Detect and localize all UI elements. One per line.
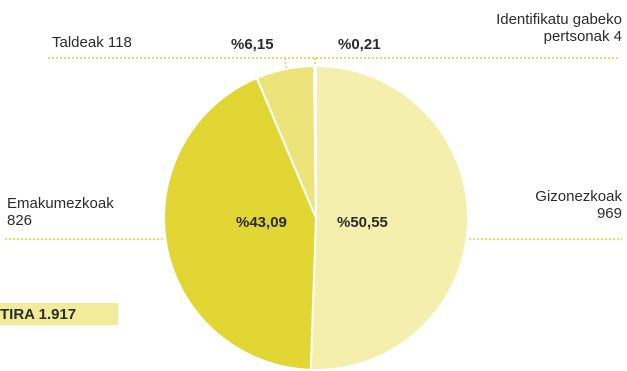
slice-gizonezkoak [309, 64, 469, 371]
label-identifikatu-line2: pertsonak 4 [543, 28, 622, 45]
label-identifikatu-gabeko: Identifikatu gabeko pertsonak 4 [496, 11, 622, 45]
label-emakumezkoak: Emakumezkoak 826 [7, 195, 114, 229]
total-label: TIRA 1.917 [0, 306, 77, 323]
slice-identifikatu-gabeko [312, 64, 317, 219]
percent-identifikatu: %0,21 [338, 36, 381, 53]
pie-slices [163, 64, 469, 371]
percent-emakumezkoak: %43,09 [236, 214, 287, 231]
total-box [0, 303, 118, 325]
percent-gizonezkoak: %50,55 [337, 214, 388, 231]
label-gizonezkoak: Gizonezkoak 969 [535, 188, 622, 222]
slice-emakumezkoak [163, 76, 318, 371]
label-taldeak: Taldeak 118 [52, 34, 132, 51]
label-emakumezkoak-count: 826 [7, 212, 33, 229]
percent-taldeak: %6,15 [231, 36, 274, 53]
label-gizonezkoak-count: 969 [596, 205, 622, 222]
label-emakumezkoak-name: Emakumezkoak [7, 195, 114, 212]
label-gizonezkoak-name: Gizonezkoak [535, 188, 622, 205]
label-taldeak-name: Taldeak 118 [52, 34, 132, 51]
label-identifikatu-line1: Identifikatu gabeko [496, 11, 622, 28]
